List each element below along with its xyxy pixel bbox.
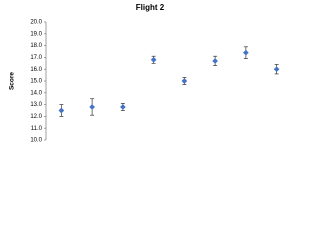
y-tick-label: 10.0 (30, 138, 42, 144)
y-tick-label: 18.0 (30, 43, 42, 49)
y-tick-label: 15.0 (30, 79, 42, 85)
chart: Flight 2 Score 10.0 11.0 12.0 13.0 14.0 15.0 1… (0, 0, 300, 148)
y-tick-label: 19.0 (30, 31, 42, 37)
y-tick-label: 13.0 (30, 102, 42, 108)
y-axis-title: Score (9, 72, 16, 90)
page: Flight 2 Score 10.0 11.0 12.0 13.0 14.0 15.0 1… (0, 0, 300, 148)
y-tick-label: 12.0 (30, 114, 42, 120)
point (89, 104, 95, 110)
background (0, 0, 300, 148)
point (273, 66, 280, 73)
y-tick-label: 17.0 (30, 55, 42, 61)
point (181, 78, 188, 84)
y-tick-label: 20.0 (30, 20, 42, 26)
y-tick-label: 16.0 (30, 67, 42, 73)
y-tick-label: 11.0 (31, 126, 43, 132)
y-tick-label: 14.0 (30, 90, 42, 96)
point (120, 104, 126, 110)
chart-title: Flight 2 (136, 3, 165, 12)
